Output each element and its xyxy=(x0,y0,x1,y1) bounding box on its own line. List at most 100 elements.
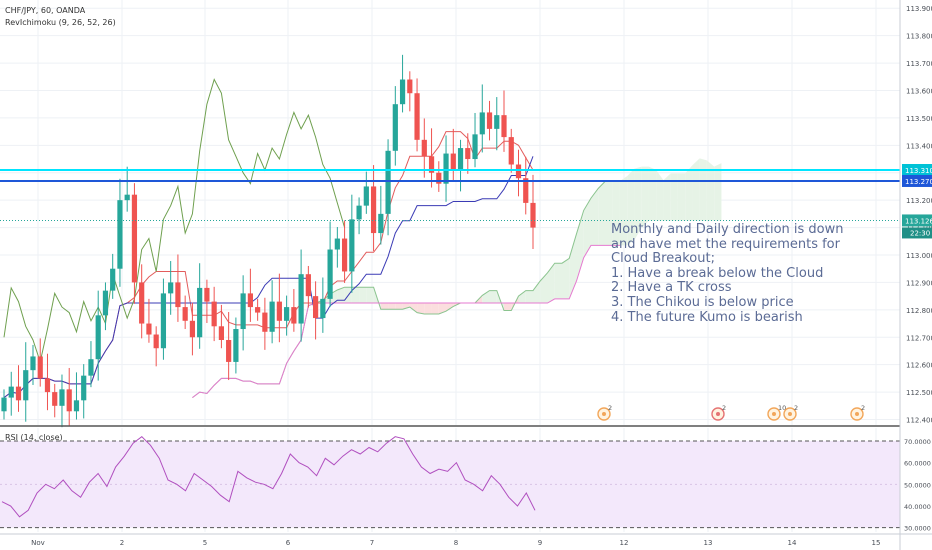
cloud-segment xyxy=(634,166,642,240)
candle-body xyxy=(262,312,268,332)
annotation-line: Monthly and Daily direction is down xyxy=(611,222,844,237)
ichimoku-cloud xyxy=(192,158,722,398)
candle-body xyxy=(457,148,464,170)
cloud-segment xyxy=(612,180,620,246)
candle-body xyxy=(486,112,493,129)
cloud-segment xyxy=(337,287,345,303)
candle-body xyxy=(131,194,138,283)
candle-body xyxy=(515,164,522,179)
cloud-segment xyxy=(605,180,613,246)
cloud-segment xyxy=(677,173,686,221)
candle-body xyxy=(37,356,43,379)
time-tick-label: 13 xyxy=(704,539,713,547)
cloud-segment xyxy=(554,263,562,299)
rsi-tick-label: 50.0000 xyxy=(904,481,931,489)
rsi-tick-label: 40.0000 xyxy=(904,503,931,511)
candle-body xyxy=(356,205,362,220)
cloud-segment xyxy=(619,176,628,246)
time-tick-label: 9 xyxy=(538,539,542,547)
candle-body xyxy=(95,315,101,360)
cloud-segment xyxy=(417,302,425,314)
candle-body xyxy=(218,326,224,340)
time-tick-label: Nov xyxy=(31,539,45,547)
annotation-line: and have met the requirements for xyxy=(611,236,840,252)
cloud-segment xyxy=(388,302,396,310)
candle-body xyxy=(226,340,232,362)
candlesticks xyxy=(1,54,536,428)
candle-body xyxy=(385,150,391,214)
candle-body xyxy=(189,320,196,338)
event-badge-dot xyxy=(772,412,776,416)
cloud-segment xyxy=(627,168,635,246)
price-tick-label: 113.700 xyxy=(906,60,932,68)
price-tick-label: 113.400 xyxy=(906,142,932,150)
countdown-bg xyxy=(902,227,932,239)
event-badge-dot xyxy=(855,412,859,416)
candle-body xyxy=(15,386,22,401)
candle-body xyxy=(472,134,478,160)
candle-body xyxy=(341,238,348,272)
senkou-span-b-line xyxy=(192,244,620,398)
kijun-line xyxy=(3,156,534,398)
last-price-label-bg xyxy=(902,214,932,227)
annotation-line: Cloud Breakout; xyxy=(611,251,715,267)
cloud-segment xyxy=(714,163,722,221)
candle-body xyxy=(370,186,377,234)
cyan-level-label: 113.310 xyxy=(905,167,932,175)
event-badges: 2 2 10 2 2 xyxy=(597,404,865,421)
candle-body xyxy=(81,375,87,401)
event-badge-count: 2 xyxy=(861,404,865,412)
annotation-line: 4. The future Kumo is bearish xyxy=(611,309,803,325)
candle-body xyxy=(44,378,51,393)
ichimoku-lines xyxy=(3,78,620,398)
candle-body xyxy=(349,219,355,272)
time-tick-label: 7 xyxy=(370,539,374,547)
candle-body xyxy=(117,200,123,269)
candle-body xyxy=(168,282,174,294)
time-tick-label: 12 xyxy=(620,539,629,547)
candle-body xyxy=(320,298,326,319)
candle-body xyxy=(1,397,7,412)
cloud-segment xyxy=(489,290,497,303)
event-badge-dot xyxy=(788,412,792,416)
horizontal-levels xyxy=(0,169,900,221)
cyan-level-label-bg xyxy=(902,164,932,176)
cloud-segment xyxy=(446,302,454,312)
candle-body xyxy=(523,178,529,203)
candle-body xyxy=(182,307,188,321)
candle-body xyxy=(8,386,14,398)
time-tick-label: 15 xyxy=(872,539,881,547)
rsi-tick-label: 60.0000 xyxy=(904,460,931,468)
cloud-segment xyxy=(569,233,577,299)
cloud-segment xyxy=(692,158,700,221)
candle-body xyxy=(399,79,406,105)
candle-body xyxy=(414,93,420,140)
cloud-segment xyxy=(351,287,360,303)
annotation-line: 1. Have a break below the Cloud xyxy=(611,265,824,281)
candle-body xyxy=(139,282,145,324)
price-tick-label: 112.800 xyxy=(906,307,932,315)
candle-body xyxy=(211,301,217,327)
candle-body xyxy=(153,334,159,349)
blue-level-label: 113.270 xyxy=(905,178,932,186)
last-price-label: 113.126 xyxy=(905,217,932,225)
candle-body xyxy=(334,238,340,250)
cloud-segment xyxy=(438,302,447,314)
candle-body xyxy=(450,153,456,170)
event-badge-count: 10 xyxy=(778,404,786,412)
candle-body xyxy=(52,392,58,406)
candle-body xyxy=(479,112,485,135)
annotation-line: 2. Have a TK cross xyxy=(611,280,732,296)
candle-body xyxy=(247,293,253,308)
price-tick-label: 112.400 xyxy=(906,417,932,425)
cloud-segment xyxy=(583,198,591,258)
event-badge-count: 2 xyxy=(722,404,726,412)
candle-body xyxy=(59,389,65,406)
price-axis: 112.400 112.500 112.600 112.700 112.800 112.9… xyxy=(899,0,932,550)
candle-body xyxy=(88,359,94,376)
time-axis: Nov 2 5 6 7 8 9 12 13 14 15 xyxy=(0,533,932,547)
cloud-segment xyxy=(641,166,649,228)
candle-body xyxy=(428,156,435,173)
cloud-segment xyxy=(366,287,374,303)
